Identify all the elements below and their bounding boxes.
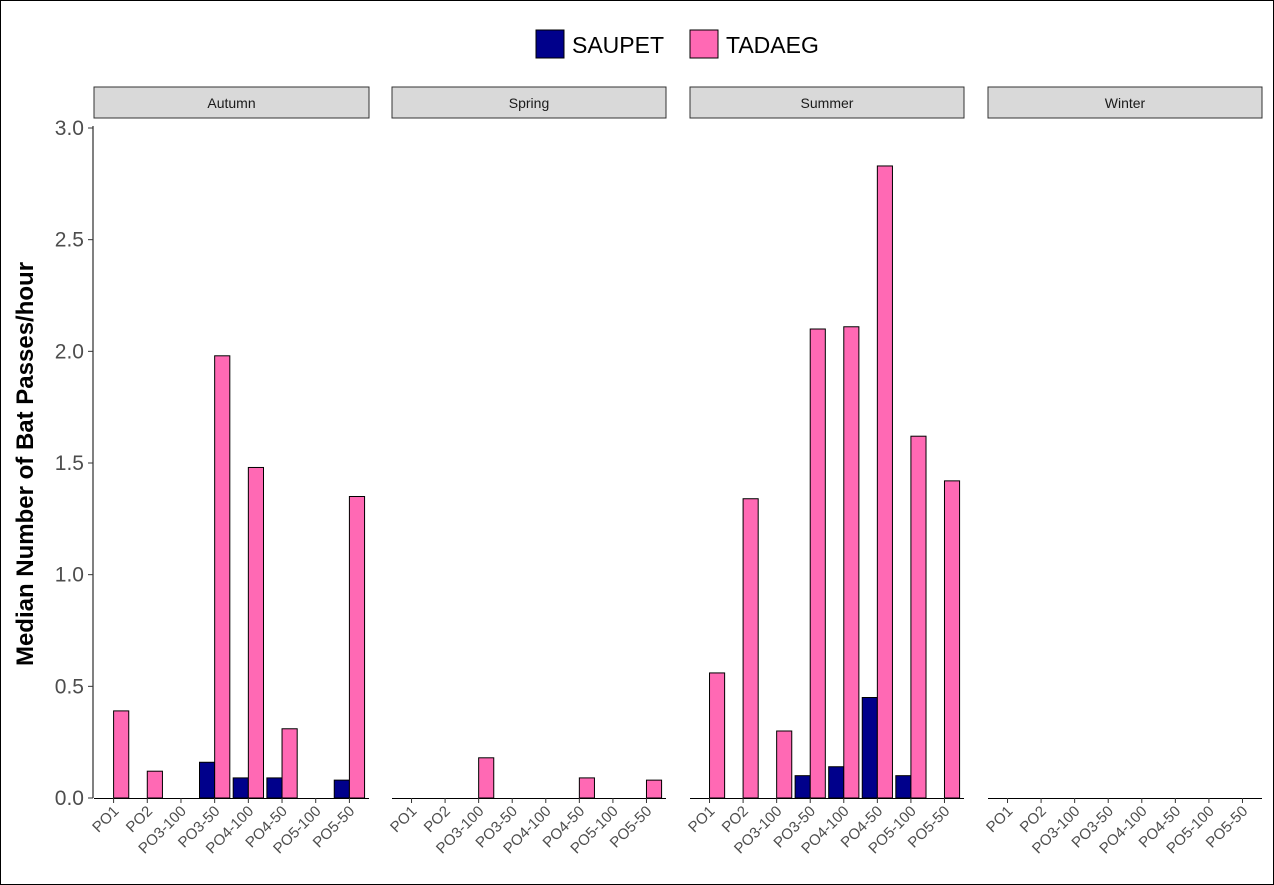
y-axis-label-group: Median Number of Bat Passes/hour <box>12 262 39 666</box>
bar-tadaeg <box>578 777 595 799</box>
y-tick-label: 2.0 <box>55 340 84 363</box>
legend-swatch-saupet <box>535 29 565 59</box>
bar-tadaeg <box>776 730 793 799</box>
legend: SAUPET TADAEG <box>535 29 819 59</box>
bar-tadaeg <box>281 728 298 799</box>
bar-tadaeg <box>214 355 231 799</box>
bar-saupet <box>895 775 912 799</box>
y-axis-label: Median Number of Bat Passes/hour <box>12 262 39 666</box>
bar-saupet <box>232 777 249 799</box>
bar-tadaeg <box>645 779 663 799</box>
bar-saupet <box>266 777 283 799</box>
facet-strip-label: Winter <box>1105 95 1146 111</box>
x-tick-label: PO1 <box>387 803 420 836</box>
legend-label-tadaeg: TADAEG <box>726 32 819 58</box>
bar-tadaeg <box>809 328 826 799</box>
y-tick-label: 0.0 <box>55 787 84 810</box>
facet-strip <box>391 86 667 119</box>
bar-saupet <box>861 697 878 799</box>
bar-tadaeg <box>876 165 893 799</box>
legend-label-saupet: SAUPET <box>572 32 664 58</box>
facet-strip <box>689 86 965 119</box>
x-tick-label: PO1 <box>685 803 718 836</box>
x-tick-label: PO1 <box>983 803 1016 836</box>
facet-strip <box>93 86 370 119</box>
legend-swatch-tadaeg <box>689 29 719 59</box>
x-tick-label: PO1 <box>89 803 122 836</box>
y-tick-label: 0.5 <box>55 675 84 698</box>
y-tick-label: 1.5 <box>55 452 84 475</box>
y-tick-label: 1.0 <box>55 564 84 587</box>
bar-tadaeg <box>247 466 265 799</box>
y-tick-label: 2.5 <box>55 229 84 252</box>
bar-tadaeg <box>709 672 726 799</box>
bar-saupet <box>333 779 350 799</box>
bar-tadaeg <box>843 326 860 799</box>
y-tick-label: 3.0 <box>55 117 84 140</box>
bar-tadaeg <box>910 435 927 799</box>
bar-tadaeg <box>478 757 495 799</box>
y-axis: 0.0 0.5 1.0 1.5 2.0 2.5 3.0 <box>55 117 94 810</box>
bar-tadaeg <box>113 710 130 799</box>
bar-tadaeg <box>348 496 366 799</box>
bar-saupet <box>794 775 811 799</box>
bar-tadaeg <box>943 480 961 799</box>
facet-strip-label: Spring <box>509 95 549 111</box>
bar-tadaeg <box>742 498 759 799</box>
bar-saupet <box>828 766 845 799</box>
bar-tadaeg <box>146 770 163 799</box>
bar-saupet <box>198 761 216 799</box>
facet-strip <box>987 86 1263 119</box>
facet-strip-label: Autumn <box>207 95 255 111</box>
facet-strip-label: Summer <box>801 95 854 111</box>
